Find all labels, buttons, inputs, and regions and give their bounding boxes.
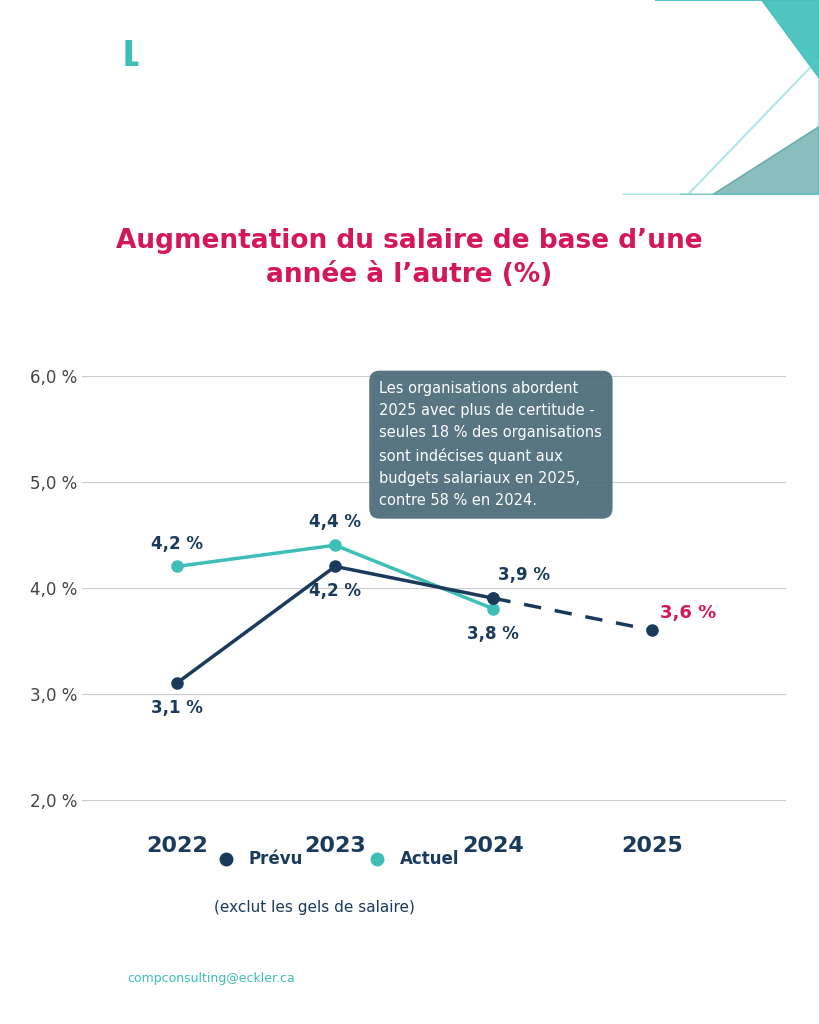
Text: 3,9 %: 3,9 % [498, 566, 550, 585]
Text: 4,4 %: 4,4 % [309, 513, 361, 531]
Text: Actuel: Actuel [400, 850, 459, 867]
Text: ECK: ECK [41, 39, 120, 73]
Text: L: L [121, 39, 144, 73]
Text: Eckler.ca: Eckler.ca [705, 970, 794, 988]
Text: Prévu: Prévu [249, 850, 303, 867]
Text: 3,1 %: 3,1 % [151, 699, 203, 717]
Text: 4,2 %: 4,2 % [309, 583, 361, 600]
Text: 4,2 %: 4,2 % [151, 535, 203, 553]
Text: L’enquête d'Eckler sur la planification de la
rémunération pour 2025: L’enquête d'Eckler sur la planification … [156, 110, 663, 163]
Text: 3,6 %: 3,6 % [659, 603, 716, 622]
Text: compconsulting@eckler.ca: compconsulting@eckler.ca [127, 973, 295, 985]
Text: ER: ER [134, 39, 187, 73]
Text: Augmentation du salaire de base d’une
année à l’autre (%): Augmentation du salaire de base d’une an… [116, 227, 703, 288]
Text: (exclut les gels de salaire): (exclut les gels de salaire) [214, 900, 415, 914]
Text: Contactez-nous :: Contactez-nous : [25, 973, 134, 985]
Text: Les organisations abordent
2025 avec plus de certitude -
seules 18 % des organis: Les organisations abordent 2025 avec plu… [379, 381, 602, 509]
Polygon shape [680, 126, 819, 195]
Text: 3,8 %: 3,8 % [468, 625, 519, 643]
Polygon shape [655, 0, 819, 78]
